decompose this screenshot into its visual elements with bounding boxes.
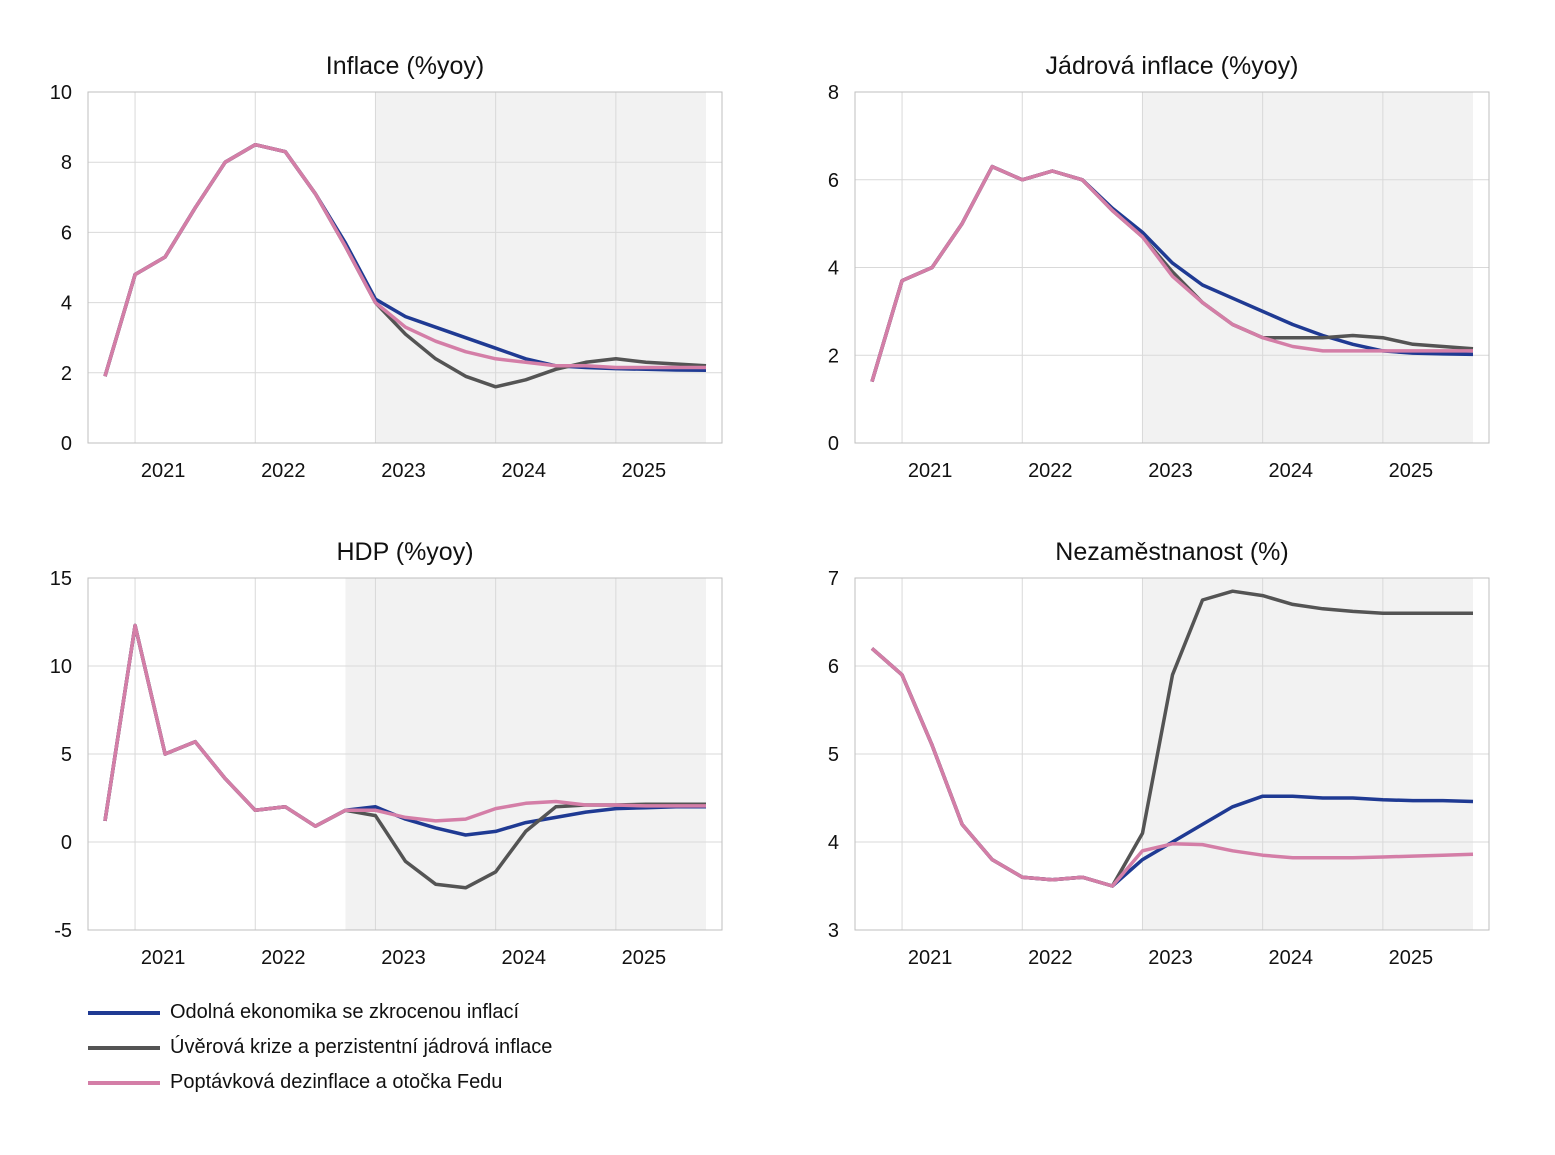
plot-frame — [87, 91, 723, 444]
x-tick-label: 2023 — [1148, 947, 1193, 969]
series-line-demand — [103, 142, 706, 377]
y-tick-label: -5 — [54, 920, 72, 942]
y-tick-label: 15 — [50, 568, 72, 590]
chart-panel: Jádrová inflace (%yoy) 0 2 4 6 8 2021 2022 2023 2… — [828, 52, 1490, 482]
y-tick-label: 3 — [828, 920, 839, 942]
legend-swatch-credit — [88, 1045, 160, 1050]
y-tick-label: 7 — [828, 568, 839, 590]
y-tick-label: 6 — [828, 656, 839, 678]
x-tick-label: 2023 — [381, 947, 426, 969]
y-tick-label: 4 — [61, 293, 72, 315]
y-tick-label: 10 — [50, 82, 72, 104]
chart-title: HDP (%yoy) — [336, 538, 473, 566]
legend-swatch-resilient — [88, 1010, 160, 1015]
x-tick-label: 2025 — [622, 460, 667, 482]
x-tick-label: 2025 — [1389, 460, 1434, 482]
y-tick-label: 4 — [828, 832, 839, 854]
y-tick-label: 6 — [61, 222, 72, 244]
x-tick-label: 2022 — [261, 947, 306, 969]
forecast-shading — [375, 92, 706, 443]
y-tick-label: 10 — [50, 656, 72, 678]
y-tick-label: 0 — [828, 433, 839, 455]
y-tick-label: 4 — [828, 258, 839, 280]
plot-frame — [87, 577, 723, 931]
y-tick-label: 8 — [828, 82, 839, 104]
y-tick-label: 5 — [61, 744, 72, 766]
series-line-demand — [103, 623, 706, 828]
x-tick-label: 2021 — [908, 460, 953, 482]
x-tick-label: 2021 — [141, 460, 186, 482]
legend: Odolná ekonomika se zkrocenou inflací Úv… — [88, 995, 788, 1105]
x-tick-label: 2023 — [381, 460, 426, 482]
chart-title: Inflace (%yoy) — [326, 52, 484, 80]
legend-swatch-demand — [88, 1080, 160, 1085]
legend-label-credit: Úvěrová krize a perzistentní jádrová inf… — [170, 1036, 553, 1058]
legend-item: Odolná ekonomika se zkrocenou inflací — [88, 995, 788, 1030]
plot-frame — [854, 91, 1490, 444]
y-tick-label: 0 — [61, 433, 72, 455]
y-tick-label: 2 — [61, 363, 72, 385]
x-tick-label: 2023 — [1148, 460, 1193, 482]
series-line-demand — [870, 647, 1474, 888]
x-tick-label: 2021 — [141, 947, 186, 969]
legend-label-resilient: Odolná ekonomika se zkrocenou inflací — [170, 1001, 520, 1023]
chart-panel: HDP (%yoy) -5 0 5 10 15 2021 2022 2023 2024 2025 — [50, 538, 723, 969]
x-tick-label: 2022 — [1028, 947, 1073, 969]
chart-title: Jádrová inflace (%yoy) — [1046, 52, 1299, 80]
x-tick-label: 2024 — [501, 460, 546, 482]
chart-panel: Nezaměstnanost (%) 3 4 5 6 7 2021 2022 2023 2024 2… — [828, 538, 1490, 969]
x-tick-label: 2024 — [501, 947, 546, 969]
x-tick-label: 2024 — [1268, 460, 1313, 482]
legend-item: Úvěrová krize a perzistentní jádrová inf… — [88, 1030, 788, 1065]
chart-title: Nezaměstnanost (%) — [1055, 538, 1288, 566]
legend-label-demand: Poptávková dezinflace a otočka Fedu — [170, 1071, 503, 1093]
plot-frame — [854, 577, 1490, 931]
y-tick-label: 6 — [828, 170, 839, 192]
chart-panel: Inflace (%yoy) 0 2 4 6 8 10 2021 2022 2023 2024 202… — [50, 52, 723, 482]
x-tick-label: 2022 — [261, 460, 306, 482]
y-tick-label: 5 — [828, 744, 839, 766]
x-tick-label: 2022 — [1028, 460, 1073, 482]
y-tick-label: 2 — [828, 345, 839, 367]
y-tick-label: 0 — [61, 832, 72, 854]
x-tick-label: 2025 — [622, 947, 667, 969]
y-tick-label: 8 — [61, 152, 72, 174]
series-line-demand — [870, 164, 1473, 383]
legend-item: Poptávková dezinflace a otočka Fedu — [88, 1065, 788, 1100]
x-tick-label: 2025 — [1389, 947, 1434, 969]
x-tick-label: 2021 — [908, 947, 953, 969]
x-tick-label: 2024 — [1268, 947, 1313, 969]
